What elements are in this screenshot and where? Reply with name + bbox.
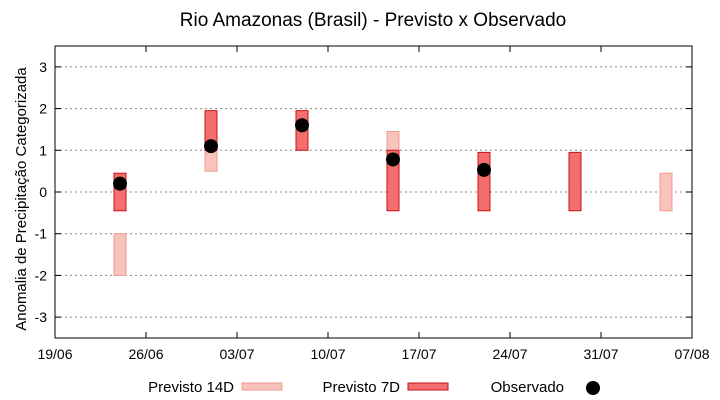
legend-marker-observado: [586, 381, 600, 395]
legend: Previsto 14D Previsto 7D Observado: [148, 379, 600, 396]
x-tick-label: 26/06: [128, 346, 163, 362]
x-tick-label: 19/06: [37, 346, 72, 362]
x-tick-label: 17/07: [401, 346, 436, 362]
x-tick-label: 31/07: [583, 346, 618, 362]
legend-label-previsto-7d: Previsto 7D: [322, 379, 400, 396]
x-tick-label: 24/07: [492, 346, 527, 362]
series-previsto-7d: [113, 110, 582, 212]
y-tick-label: -2: [35, 267, 48, 283]
y-tick-label: 3: [39, 59, 47, 75]
point-observado: [477, 162, 491, 177]
point-observado: [386, 152, 400, 167]
bar-previsto-14d: [113, 233, 127, 276]
legend-label-previsto-14d: Previsto 14D: [148, 379, 234, 396]
y-tick-label: -3: [35, 309, 48, 325]
plot-frame: [54, 45, 693, 339]
x-tick-label: 03/07: [219, 346, 254, 362]
legend-swatch-previsto-14d: [241, 382, 283, 391]
y-tick-label: 0: [39, 184, 47, 200]
x-tick-label: 07/08: [674, 346, 709, 362]
legend-label-observado: Observado: [491, 379, 564, 396]
series-observado: [113, 118, 491, 191]
x-tick-label: 10/07: [310, 346, 345, 362]
bar-previsto-7d: [477, 151, 491, 212]
bar-previsto-14d: [659, 172, 673, 212]
y-axis-label: Anomalia de Precipitação Categorizada: [13, 67, 30, 331]
point-observado: [113, 176, 127, 191]
bar-previsto-7d: [568, 151, 582, 212]
y-axis-ticks: 3 2 1 0 -1 -2 -3: [35, 59, 692, 325]
y-tick-label: 1: [39, 142, 47, 158]
legend-swatch-previsto-7d: [407, 382, 449, 391]
y-tick-label: -1: [35, 226, 48, 242]
y-tick-label: 2: [39, 101, 47, 117]
point-observado: [204, 139, 218, 154]
chart-title: Rio Amazonas (Brasil) - Previsto x Obser…: [180, 10, 566, 31]
x-axis-ticks: 19/06 26/06 03/07 10/07 17/07 24/07 31/07 07/08: [37, 46, 710, 362]
point-observado: [295, 118, 309, 133]
grid-lines: [55, 66, 692, 318]
